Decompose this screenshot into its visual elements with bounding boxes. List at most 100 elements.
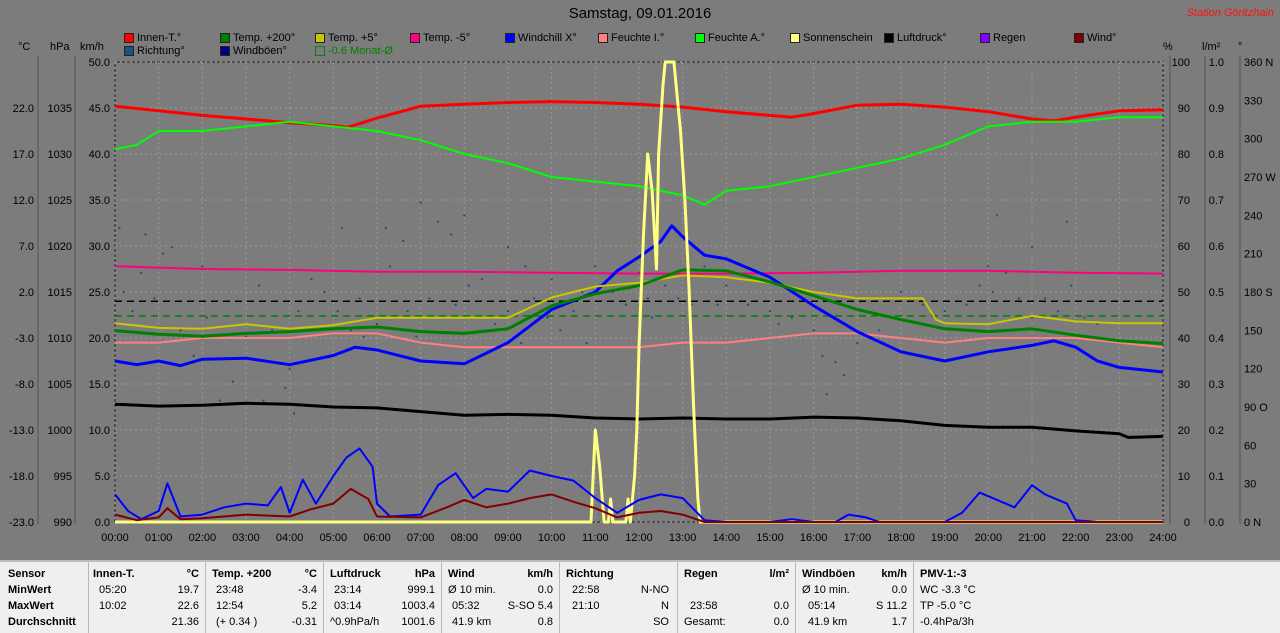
direction-point <box>419 201 422 204</box>
direction-point <box>664 284 667 287</box>
legend-item: Temp. -5° <box>410 32 470 44</box>
direction-point <box>144 233 147 236</box>
direction-point <box>585 342 588 345</box>
regen-head: Regen <box>684 568 718 580</box>
richtung-avg-value: SO <box>653 616 669 628</box>
series-line <box>114 265 1164 275</box>
direction-point <box>288 367 291 370</box>
direction-point <box>834 361 837 364</box>
windboeen-max-time: 05:14 <box>808 600 836 612</box>
pmv-dewpoint: TP -5.0 °C <box>920 600 972 612</box>
col-windboeen: Windböen km/h Ø 10 min. 0.0 05:14 S 11.2… <box>796 562 914 633</box>
direction-point <box>406 310 409 313</box>
sensor-head: Sensor <box>8 568 46 580</box>
direction-point <box>1031 316 1033 319</box>
direction-point <box>520 342 523 345</box>
direction-point <box>467 284 470 287</box>
legend-swatch <box>315 46 325 56</box>
regen-max-value: 0.0 <box>773 600 789 612</box>
direction-point <box>507 310 509 313</box>
legend-label: Innen-T.° <box>137 32 182 44</box>
tick-kmh: 35.0 <box>89 195 110 207</box>
legend-item: Feuchte A.° <box>695 32 765 44</box>
legend-label: Luftdruck° <box>897 32 947 44</box>
tick-time: 09:00 <box>494 532 522 544</box>
row-max-label: MaxWert <box>8 600 54 612</box>
temp200-head: Temp. +200 <box>212 568 272 580</box>
direction-point <box>323 291 326 293</box>
windboeen-avg-value: 1.7 <box>891 616 907 628</box>
direction-point <box>493 322 496 325</box>
direction-point <box>821 354 824 357</box>
tick-celsius: 12.0 <box>13 195 34 207</box>
direction-point <box>769 310 771 313</box>
tick-time: 03:00 <box>232 532 260 544</box>
legend-label: Temp. +200° <box>233 32 296 44</box>
regen-unit: l/m² <box>769 568 789 580</box>
tick-time: 12:00 <box>625 532 653 544</box>
direction-point <box>122 291 125 293</box>
windboeen-min-value: 0.0 <box>891 584 907 596</box>
luftdruck-min-value: 999.1 <box>407 584 435 596</box>
legend-label: Feuchte A.° <box>708 32 765 44</box>
tick-percent: 60 <box>1178 241 1190 253</box>
direction-point <box>480 278 483 281</box>
legend-item: Temp. +200° <box>220 32 295 44</box>
richtung-min-time: 22:58 <box>572 584 600 596</box>
innen-head: Innen-T. <box>93 568 135 580</box>
tick-celsius: 17.0 <box>13 149 34 161</box>
tick-kmh: 30.0 <box>89 241 110 253</box>
tick-hpa: 1000 <box>48 425 72 437</box>
tick-direction: 0 N <box>1244 517 1261 529</box>
temp200-avg-value: -0.31 <box>291 616 317 628</box>
tick-time: 17:00 <box>844 532 872 544</box>
direction-point <box>450 233 453 236</box>
stats-table: Sensor MinWert MaxWert Durchschnitt Inne… <box>0 560 1280 633</box>
legend-swatch <box>598 33 608 43</box>
legend-swatch <box>884 33 894 43</box>
luftdruck-avg-value: 1001.6 <box>401 616 435 628</box>
tick-celsius: -13.0 <box>9 425 34 437</box>
row-min-label: MinWert <box>8 584 52 596</box>
station-name: Station Göritzhain <box>1186 7 1274 19</box>
series-line <box>115 60 1163 524</box>
col-pmv: PMV-1:-3 WC -3.3 °C TP -5.0 °C -0.4hPa/3… <box>914 562 1004 633</box>
direction-point <box>262 399 265 402</box>
direction-point <box>131 310 134 313</box>
direction-point <box>341 227 344 230</box>
direction-point <box>725 284 728 287</box>
series-line <box>114 487 1163 523</box>
direction-point <box>978 284 981 287</box>
chart-title: Samstag, 09.01.2016 <box>568 5 712 22</box>
direction-point <box>201 265 204 268</box>
tick-celsius: -3.0 <box>15 333 34 345</box>
wind-unit: km/h <box>527 568 553 580</box>
direction-point <box>716 303 719 306</box>
direction-point <box>1065 220 1068 223</box>
series-line <box>114 274 1163 330</box>
wind-min-time: Ø 10 min. <box>448 584 496 596</box>
tick-hpa: 990 <box>54 517 72 529</box>
direction-point <box>258 284 261 287</box>
series-line <box>114 447 1163 523</box>
legend-swatch <box>124 46 134 56</box>
legend-label: Richtung° <box>137 45 185 57</box>
direction-point <box>943 310 946 313</box>
wind-avg-dist: 41.9 km <box>452 616 492 628</box>
windboeen-unit: km/h <box>881 568 907 580</box>
legend-item: Regen <box>980 32 1025 44</box>
direction-point <box>336 310 339 313</box>
series-line <box>114 268 1164 345</box>
series-line <box>114 116 1163 206</box>
innen-min-value: 19.7 <box>177 584 199 596</box>
direction-point <box>358 297 361 300</box>
regen-max-time: 23:58 <box>690 600 718 612</box>
direction-point <box>1031 246 1033 249</box>
legend-swatch <box>124 33 134 43</box>
tick-celsius: 7.0 <box>19 241 34 253</box>
pmv-head: PMV-1:-3 <box>920 568 967 580</box>
temp200-min-time: 23:48 <box>216 584 244 596</box>
innen-avg-value: 21.36 <box>171 616 199 628</box>
direction-point <box>284 386 287 389</box>
innen-min-time: 05:20 <box>99 584 127 596</box>
